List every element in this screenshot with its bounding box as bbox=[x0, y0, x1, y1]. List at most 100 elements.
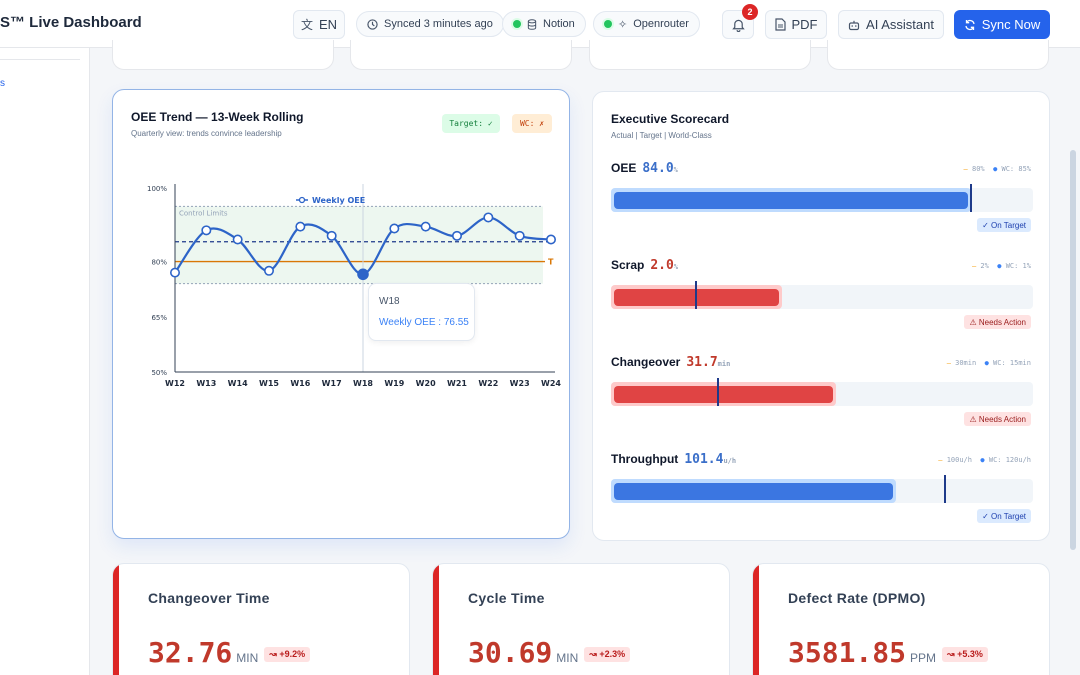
data-point[interactable] bbox=[451, 230, 462, 241]
x-tick-label: W21 bbox=[447, 379, 467, 388]
app-title: S™ Live Dashboard bbox=[0, 14, 142, 31]
metric-unit: % bbox=[673, 263, 679, 271]
ai-assistant-button[interactable]: AI Assistant bbox=[838, 10, 944, 39]
metric-status-badge: ✓ On Target bbox=[977, 509, 1031, 523]
metric-progress-track bbox=[611, 475, 1033, 503]
sync-now-button[interactable]: Sync Now bbox=[954, 10, 1050, 39]
metric-name: Throughput 101.4u/h bbox=[611, 452, 737, 467]
chart-legend[interactable]: Weekly OEE bbox=[296, 196, 365, 205]
summary-card bbox=[350, 40, 572, 70]
kpi-card[interactable]: Changeover Time 32.76 MIN ↝ +9.2% bbox=[112, 563, 410, 675]
executive-scorecard-panel: Executive Scorecard Actual | Target | Wo… bbox=[592, 91, 1050, 541]
notification-count-badge: 2 bbox=[742, 4, 758, 20]
data-point[interactable] bbox=[420, 221, 431, 232]
x-tick-label: W18 bbox=[353, 379, 373, 388]
database-icon bbox=[527, 18, 537, 30]
metric-legend: — 100u/h ● WC: 120u/h bbox=[938, 456, 1031, 464]
y-tick-label: 100% bbox=[147, 185, 167, 193]
target-status-chip: Target: ✓ bbox=[442, 114, 500, 133]
kpi-title: Defect Rate (DPMO) bbox=[788, 590, 926, 606]
sync-status: Synced 3 minutes ago bbox=[356, 11, 504, 37]
target-marker bbox=[970, 184, 972, 212]
data-point[interactable] bbox=[295, 221, 306, 232]
sidebar-divider bbox=[0, 59, 80, 60]
data-point[interactable] bbox=[357, 268, 369, 281]
language-label: EN bbox=[318, 17, 338, 32]
openrouter-label: Openrouter bbox=[633, 18, 689, 30]
sparkle-icon: ✧ bbox=[618, 18, 628, 31]
file-icon bbox=[774, 18, 786, 31]
x-tick-label: W19 bbox=[384, 379, 404, 388]
clock-icon bbox=[367, 18, 378, 30]
world-class-status-chip: WC: ✗ bbox=[512, 114, 552, 133]
data-point[interactable] bbox=[169, 267, 180, 278]
metric-value: 101.4 bbox=[684, 452, 724, 467]
x-tick-label: W20 bbox=[416, 379, 436, 388]
kpi-card[interactable]: Cycle Time 30.69 MIN ↝ +2.3% bbox=[432, 563, 730, 675]
kpi-delta-badge: ↝ +2.3% bbox=[584, 646, 631, 662]
data-point[interactable] bbox=[514, 230, 525, 241]
sync-now-label: Sync Now bbox=[981, 17, 1041, 32]
oee-trend-panel: OEE Trend — 13-Week Rolling Quarterly vi… bbox=[112, 89, 570, 539]
metric-value: 31.7 bbox=[686, 355, 718, 370]
metric-name: OEE 84.0% bbox=[611, 161, 678, 176]
ai-assistant-label: AI Assistant bbox=[866, 17, 934, 32]
kpi-unit: MIN bbox=[556, 651, 579, 665]
notion-label: Notion bbox=[543, 18, 575, 30]
metric-legend: — 2% ● WC: 1% bbox=[971, 262, 1031, 270]
kpi-title: Changeover Time bbox=[148, 590, 270, 606]
connected-indicator bbox=[604, 20, 612, 28]
metric-unit: u/h bbox=[723, 457, 737, 465]
page-scrollbar[interactable] bbox=[1070, 150, 1076, 550]
metric-progress-fill bbox=[614, 192, 968, 209]
target-line-label: T bbox=[548, 258, 554, 267]
data-point[interactable] bbox=[389, 223, 400, 234]
data-point[interactable] bbox=[201, 225, 212, 236]
tooltip-value: Weekly OEE : 76.55 bbox=[379, 317, 469, 328]
kpi-value: 30.69 MIN ↝ +2.3% bbox=[468, 636, 631, 669]
kpi-delta-badge: ↝ +9.2% bbox=[264, 646, 311, 662]
x-tick-label: W24 bbox=[541, 379, 561, 388]
kpi-value: 32.76 MIN ↝ +9.2% bbox=[148, 636, 311, 669]
pdf-button[interactable]: PDF bbox=[765, 10, 827, 39]
metric-legend: — 30min ● WC: 15min bbox=[946, 359, 1031, 367]
data-point[interactable] bbox=[326, 230, 337, 241]
data-point[interactable] bbox=[545, 234, 556, 245]
refresh-icon bbox=[965, 19, 975, 30]
summary-card bbox=[112, 40, 334, 70]
metric-value: 2.0 bbox=[650, 258, 674, 273]
kpi-accent-bar bbox=[753, 564, 759, 675]
language-button[interactable]: 文 EN bbox=[293, 10, 345, 39]
notion-status[interactable]: Notion bbox=[502, 11, 586, 37]
data-point[interactable] bbox=[264, 265, 275, 276]
sidebar: s bbox=[0, 48, 90, 675]
data-point[interactable] bbox=[483, 212, 494, 223]
metric-name: Changeover 31.7min bbox=[611, 355, 731, 370]
chart-tooltip: W18 Weekly OEE : 76.55 bbox=[368, 283, 475, 341]
scorecard-title: Executive Scorecard bbox=[611, 112, 730, 126]
x-tick-label: W12 bbox=[165, 379, 185, 388]
y-tick-label: 80% bbox=[151, 259, 167, 267]
openrouter-status[interactable]: ✧ Openrouter bbox=[593, 11, 700, 37]
target-marker bbox=[944, 475, 946, 503]
x-tick-label: W13 bbox=[196, 379, 216, 388]
metric-unit: % bbox=[673, 166, 678, 174]
kpi-card[interactable]: Defect Rate (DPMO) 3581.85 PPM ↝ +5.3% bbox=[752, 563, 1050, 675]
data-point[interactable] bbox=[232, 234, 243, 245]
kpi-title: Cycle Time bbox=[468, 590, 545, 606]
target-marker bbox=[717, 378, 719, 406]
metric-value: 84.0 bbox=[642, 161, 674, 176]
kpi-value: 3581.85 PPM ↝ +5.3% bbox=[788, 636, 988, 669]
x-tick-label: W23 bbox=[510, 379, 530, 388]
x-tick-label: W22 bbox=[478, 379, 498, 388]
metric-status-badge: ✓ On Target bbox=[977, 218, 1031, 232]
summary-card bbox=[827, 40, 1049, 70]
oee-trend-subtitle: Quarterly view: trends convince leadersh… bbox=[131, 129, 282, 138]
kpi-delta-badge: ↝ +5.3% bbox=[942, 646, 988, 662]
metric-name: Scrap 2.0% bbox=[611, 258, 679, 273]
pdf-label: PDF bbox=[791, 17, 818, 32]
oee-trend-chart[interactable]: Control Limits T 100% 80% 65% 50% W12 W13 W14… bbox=[113, 150, 569, 470]
sidebar-item[interactable]: s bbox=[0, 78, 5, 89]
metric-unit: min bbox=[717, 360, 731, 368]
metric-progress-track bbox=[611, 184, 1033, 212]
